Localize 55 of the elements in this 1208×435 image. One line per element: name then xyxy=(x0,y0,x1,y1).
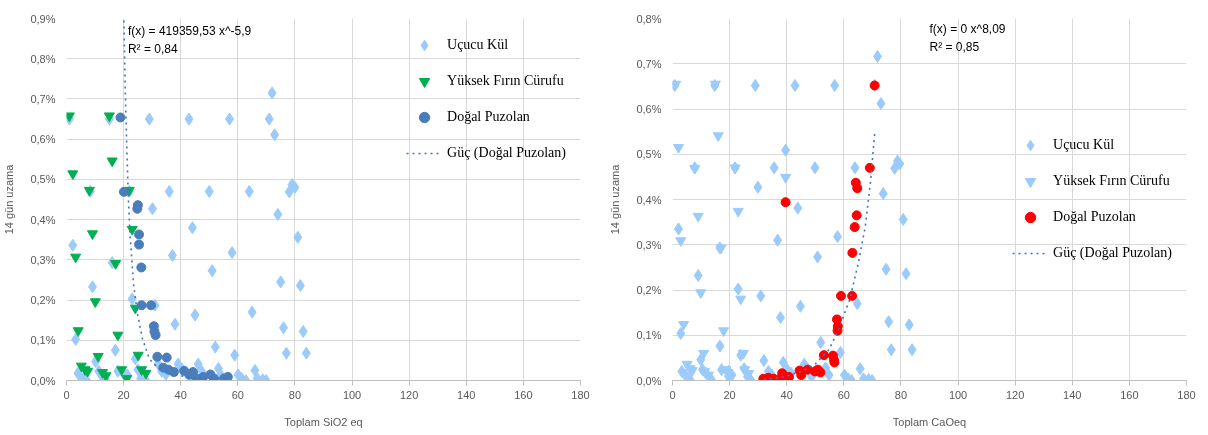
y-tick-label: 0,3% xyxy=(636,238,662,251)
legend-label: Güç (Doğal Puzolan) xyxy=(1053,245,1172,261)
y-tick-label: 0,2% xyxy=(636,284,662,296)
x-tick-label: 100 xyxy=(948,388,968,401)
y-tick-label: 0,0% xyxy=(30,374,56,387)
x-tick-label: 100 xyxy=(342,388,362,401)
y-tick-label: 0,4% xyxy=(30,213,56,226)
x-tick-label: 60 xyxy=(837,388,850,401)
y-tick-label: 0,0% xyxy=(636,374,662,387)
y-axis-title: 14 gün uzama xyxy=(3,163,16,235)
y-tick-label: 0,5% xyxy=(636,148,662,161)
y-tick-label: 0,2% xyxy=(30,294,56,307)
x-tick-label: 0 xyxy=(63,388,70,401)
x-tick-label: 60 xyxy=(231,388,244,401)
annotation: f(x) = 419359,53 x^-5,9 xyxy=(127,23,252,38)
legend-label: Doğal Puzolan xyxy=(1053,209,1136,225)
y-tick-label: 0,9% xyxy=(30,12,56,25)
y-axis-title: 14 gün uzama xyxy=(609,163,622,235)
y-tick-label: 0,6% xyxy=(30,133,56,146)
x-tick-label: 120 xyxy=(1005,388,1025,401)
legend-label: Uçucu Kül xyxy=(1053,137,1115,153)
y-tick-label: 0,7% xyxy=(636,57,662,70)
x-tick-label: 120 xyxy=(399,388,419,401)
x-tick-label: 40 xyxy=(174,388,187,401)
legend-label: Yüksek Fırın Cürufu xyxy=(1053,173,1170,189)
annotation: R² = 0,85 xyxy=(929,40,980,55)
x-tick-label: 20 xyxy=(117,388,130,401)
annotation: R² = 0,84 xyxy=(127,41,178,56)
y-tick-label: 0,1% xyxy=(636,329,662,342)
x-tick-label: 80 xyxy=(894,388,908,401)
legend-label: Doğal Puzolan xyxy=(447,109,530,125)
x-tick-label: 160 xyxy=(1120,388,1139,401)
x-tick-label: 40 xyxy=(780,388,793,401)
y-tick-label: 0,6% xyxy=(636,103,662,115)
y-tick-label: 0,4% xyxy=(636,193,662,206)
legend-label: Yüksek Fırın Cürufu xyxy=(447,73,564,89)
y-tick-label: 0,7% xyxy=(30,92,56,105)
legend-label: Güç (Doğal Puzolan) xyxy=(447,145,566,161)
x-axis-title: Toplam CaOeq xyxy=(892,415,967,428)
x-axis-title: Toplam SiO2 eq xyxy=(284,415,363,428)
x-tick-label: 20 xyxy=(723,388,736,401)
x-tick-label: 80 xyxy=(288,388,302,401)
x-tick-label: 180 xyxy=(1177,388,1196,401)
legend-label: Uçucu Kül xyxy=(447,37,509,53)
x-tick-label: 0 xyxy=(669,388,676,401)
x-tick-label: 180 xyxy=(571,388,590,401)
y-tick-label: 0,8% xyxy=(30,52,56,65)
y-tick-label: 0,3% xyxy=(30,253,56,266)
x-tick-label: 140 xyxy=(457,388,476,401)
x-tick-label: 140 xyxy=(1063,388,1082,401)
x-tick-label: 160 xyxy=(514,388,533,401)
annotation: f(x) = 0 x^8,09 xyxy=(929,22,1006,37)
y-tick-label: 0,1% xyxy=(30,334,56,347)
y-tick-label: 0,5% xyxy=(30,173,56,186)
y-tick-label: 0,8% xyxy=(636,12,662,25)
